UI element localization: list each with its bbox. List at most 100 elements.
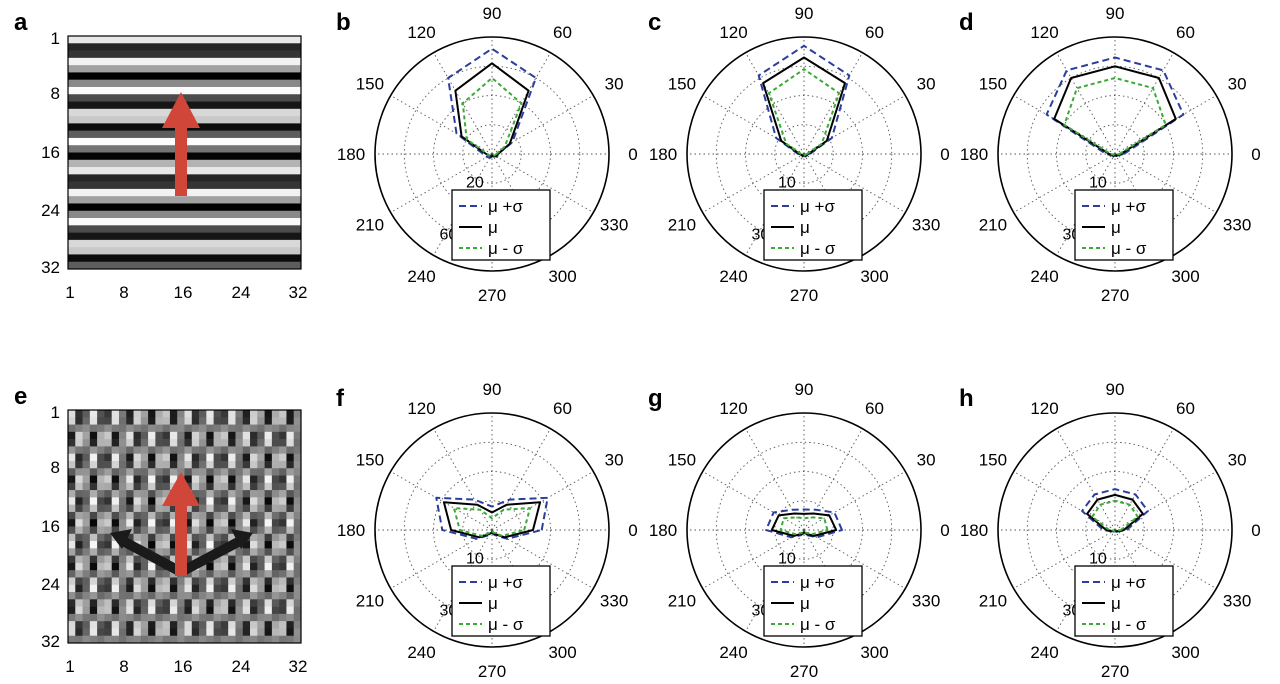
- polar-chart-h: h0306090120150180210240270300330102030μ …: [959, 380, 1261, 681]
- polar-spoke: [803, 153, 906, 213]
- polar-ring: [715, 441, 893, 619]
- polar-outer-circle: [374, 36, 610, 272]
- radial-tick-label: 10: [1089, 175, 1107, 192]
- angle-label: 60: [1176, 399, 1195, 418]
- angle-label: 90: [483, 380, 502, 399]
- legend-label: μ - σ: [1111, 239, 1147, 258]
- radial-tick-label: 10: [466, 551, 484, 568]
- polar-spoke: [745, 153, 805, 256]
- angle-label: 330: [1223, 216, 1251, 235]
- angle-label: 270: [790, 662, 818, 681]
- y-tick-label: 32: [41, 632, 60, 651]
- angle-label: 30: [605, 75, 624, 94]
- polar-ring: [1056, 471, 1174, 589]
- polar-outer-circle: [374, 412, 610, 648]
- radial-tick-label: 20: [466, 175, 484, 192]
- polar-ring: [1026, 441, 1204, 619]
- series-curve-dotted: [1063, 77, 1167, 157]
- polar-spoke: [702, 529, 805, 589]
- legend-label: μ - σ: [800, 239, 836, 258]
- angle-label: 330: [600, 216, 628, 235]
- angle-label: 0: [940, 521, 949, 540]
- y-tick-label: 1: [51, 29, 60, 48]
- series-curve-solid: [770, 512, 838, 537]
- angle-label: 150: [979, 75, 1007, 94]
- panel-letter-e: e: [14, 383, 27, 410]
- panel-e: e 1 8 16 24 32 1 8 16 24 32: [14, 383, 307, 676]
- angle-label: 210: [356, 216, 384, 235]
- angle-label: 180: [337, 145, 365, 164]
- legend-label: μ - σ: [1111, 615, 1147, 634]
- legend-label: μ +σ: [488, 573, 523, 592]
- polar-ring: [1056, 95, 1174, 213]
- angle-label: 120: [719, 399, 747, 418]
- series-curve-dotted: [461, 77, 523, 157]
- panel-letter-h: h: [959, 385, 974, 412]
- legend-label: μ +σ: [488, 197, 523, 216]
- polar-ring: [745, 95, 863, 213]
- radial-tick-label: 10: [778, 175, 796, 192]
- angle-label: 90: [795, 4, 814, 23]
- polar-ring: [745, 471, 863, 589]
- orientation-arrow-black-right: [178, 536, 243, 577]
- polar-spoke: [1114, 153, 1217, 213]
- legend-label: μ +σ: [800, 573, 835, 592]
- angle-label: 90: [1106, 4, 1125, 23]
- orientation-arrow-black-left: [120, 536, 184, 577]
- legend-label: μ: [800, 218, 810, 237]
- polar-spoke: [803, 428, 863, 531]
- angle-label: 0: [628, 521, 637, 540]
- series-curve-solid: [454, 62, 530, 158]
- polar-outer-circle: [997, 412, 1233, 648]
- y-tick-label: 24: [41, 575, 60, 594]
- polar-spoke: [390, 529, 493, 589]
- angle-label: 330: [600, 592, 628, 611]
- polar-spoke: [1114, 428, 1174, 531]
- angle-label: 300: [548, 267, 576, 286]
- polar-chart-c: c0306090120150180210240270300330102030μ …: [648, 4, 950, 305]
- polar-spoke: [745, 428, 805, 531]
- series-curve-solid: [1053, 65, 1177, 157]
- angle-label: 240: [407, 643, 435, 662]
- series-curve-dashed: [765, 508, 843, 539]
- angle-label: 90: [795, 380, 814, 399]
- angle-label: 270: [478, 286, 506, 305]
- polar-spoke: [1013, 471, 1116, 531]
- angle-label: 210: [668, 592, 696, 611]
- angle-label: 150: [668, 451, 696, 470]
- angle-label: 330: [912, 592, 940, 611]
- polar-ring: [774, 124, 834, 184]
- angle-label: 210: [668, 216, 696, 235]
- legend-label: μ: [1111, 218, 1121, 237]
- series-curve-solid: [1086, 493, 1144, 533]
- angle-label: 300: [1171, 267, 1199, 286]
- angle-label: 330: [1223, 592, 1251, 611]
- angle-label: 0: [628, 145, 637, 164]
- angle-label: 300: [860, 267, 888, 286]
- radial-tick-label: 10: [1089, 551, 1107, 568]
- angle-label: 90: [483, 4, 502, 23]
- panel-letter-b: b: [336, 9, 351, 36]
- y-tick-label: 32: [41, 258, 60, 277]
- angle-label: 60: [1176, 23, 1195, 42]
- panel-letter-d: d: [959, 9, 974, 36]
- panel-letter-a: a: [14, 9, 28, 36]
- x-tick-label: 8: [119, 283, 128, 302]
- angle-label: 120: [1030, 399, 1058, 418]
- series-curve-dotted: [1091, 499, 1139, 533]
- angle-label: 210: [979, 216, 1007, 235]
- polar-spoke: [1114, 52, 1174, 155]
- orientation-arrows: [110, 472, 253, 577]
- polar-spoke: [433, 153, 493, 256]
- angle-label: 30: [917, 451, 936, 470]
- angle-label: 240: [1030, 267, 1058, 286]
- polar-spoke: [390, 471, 493, 531]
- orientation-arrow-red: [162, 92, 200, 196]
- angle-label: 330: [912, 216, 940, 235]
- polar-spoke: [491, 153, 551, 256]
- legend-label: μ - σ: [800, 615, 836, 634]
- angle-label: 180: [649, 145, 677, 164]
- panel-letter-c: c: [648, 9, 661, 36]
- polar-spoke: [1056, 153, 1116, 256]
